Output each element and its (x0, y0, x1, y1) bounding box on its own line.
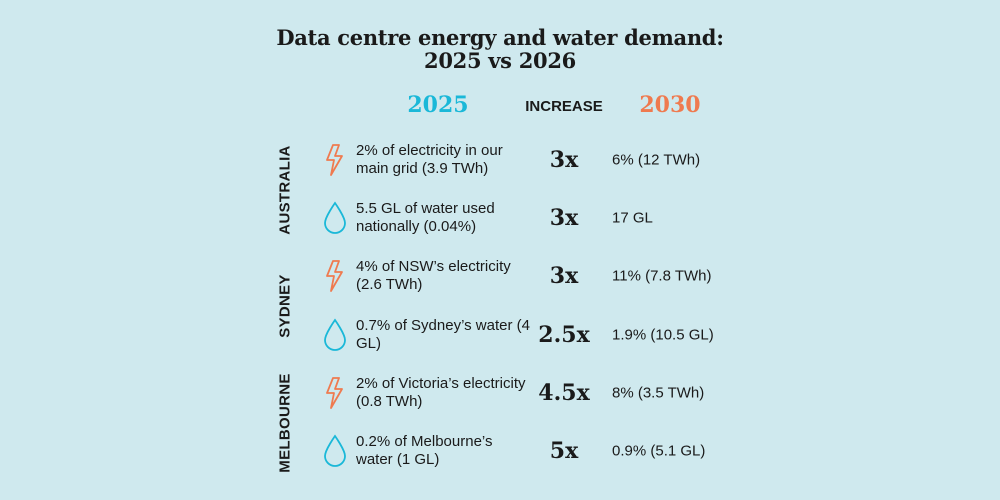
row-increase: 3x (549, 205, 579, 231)
row-2025-text: 0.2% of Melbourne’s water (1 GL) (356, 433, 493, 468)
column-header-increase: INCREASE (525, 98, 603, 115)
row-increase: 3x (549, 263, 579, 289)
row-2030-value: 1.9% (10.5 GL) (612, 326, 714, 344)
row-2025-text: 2% of Victoria’s electricity (0.8 TWh) (356, 375, 526, 410)
row-2030-value: 17 GL (612, 209, 653, 227)
row-2025-text: 4% of NSW’s electricity (2.6 TWh) (356, 258, 511, 293)
table-row: 2% of electricity in our main grid (3.9 … (0, 131, 1000, 189)
row-increase: 3x (549, 147, 579, 173)
table-row: 2% of Victoria’s electricity (0.8 TWh) 4… (0, 364, 1000, 422)
title-line-1: Data centre energy and water demand: (276, 25, 724, 50)
row-2030-value: 6% (12 TWh) (612, 151, 701, 169)
table-row: 5.5 GL of water used nationally (0.04%) … (0, 189, 1000, 247)
water-drop-icon (320, 433, 350, 469)
lightning-icon (320, 142, 350, 178)
row-2030-value: 11% (7.8 TWh) (612, 267, 712, 285)
column-header-2030: 2030 (639, 92, 701, 118)
table-row: 4% of NSW’s electricity (2.6 TWh) 3x 11%… (0, 247, 1000, 305)
lightning-icon (320, 258, 350, 294)
water-drop-icon (320, 317, 350, 353)
row-2025-text: 2% of electricity in our main grid (3.9 … (356, 142, 503, 177)
row-2030-value: 0.9% (5.1 GL) (612, 442, 706, 460)
row-2025-text: 0.7% of Sydney’s water (4 GL) (356, 317, 530, 352)
row-increase: 2.5x (538, 322, 590, 348)
table-row: 0.2% of Melbourne’s water (1 GL) 5x 0.9%… (0, 422, 1000, 480)
row-2030-value: 8% (3.5 TWh) (612, 384, 705, 402)
page-title: Data centre energy and water demand: 202… (0, 26, 1000, 72)
title-line-2: 2025 vs 2026 (424, 48, 576, 73)
water-drop-icon (320, 200, 350, 236)
column-header-2025: 2025 (407, 92, 469, 118)
lightning-icon (320, 375, 350, 411)
row-2025-text: 5.5 GL of water used nationally (0.04%) (356, 200, 495, 235)
row-increase: 4.5x (538, 380, 590, 406)
table-row: 0.7% of Sydney’s water (4 GL) 2.5x 1.9% … (0, 306, 1000, 364)
row-increase: 5x (549, 438, 579, 464)
